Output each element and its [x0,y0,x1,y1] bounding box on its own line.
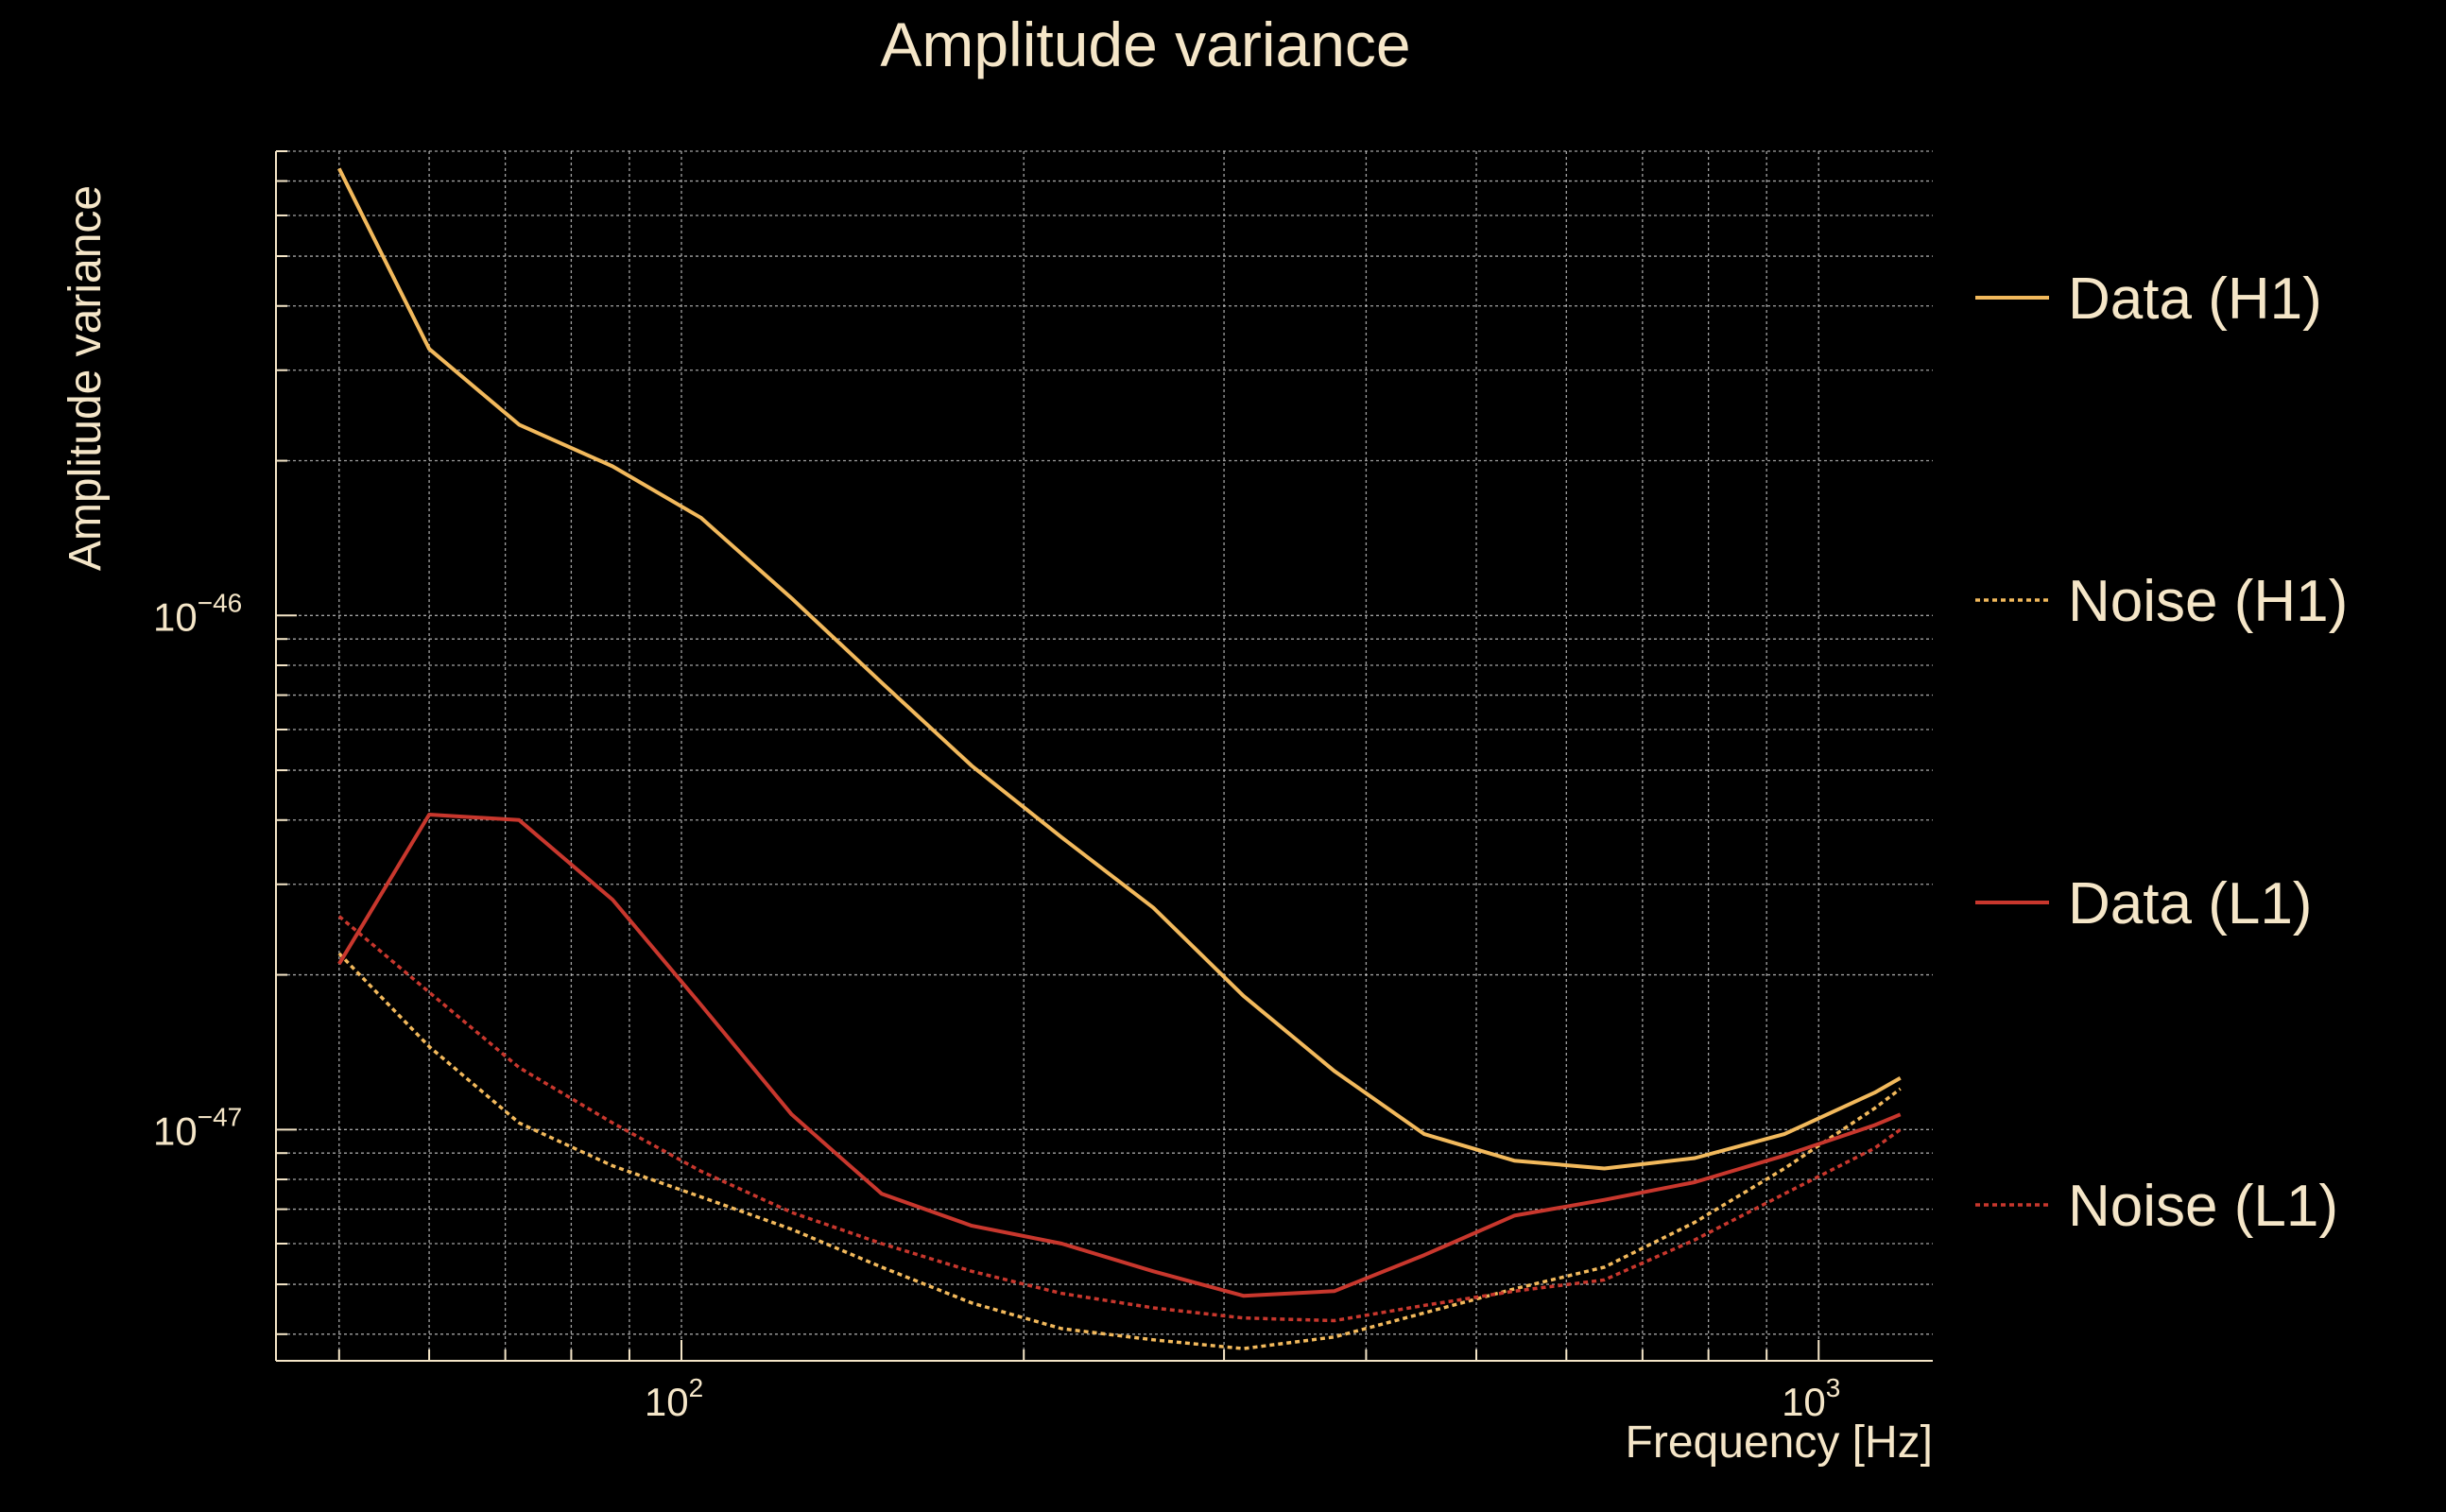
series-line-data-h1 [337,167,1902,1171]
chart-title: Amplitude variance [880,9,1410,79]
legend-label: Data (H1) [2068,266,2322,332]
series-line-noise-h1 [337,952,1902,1350]
legend-label: Noise (L1) [2068,1174,2338,1239]
series-lines [337,167,1902,1350]
axis-ticks [276,150,1820,1361]
y-tick-label: 10−46 [153,588,242,639]
grid-lines [276,150,1933,1361]
series-line-noise-l1 [337,915,1902,1323]
tick-labels: 102 103 10−46 10−47 [153,588,1840,1424]
legend-label: Noise (H1) [2068,569,2348,634]
y-tick-label: 10−47 [153,1102,242,1153]
legend-label: Data (L1) [2068,871,2312,936]
x-tick-label: 102 [645,1373,703,1424]
x-tick-label: 103 [1782,1373,1840,1424]
legend: Data (H1) Noise (H1) Data (L1) Noise (L1) [1975,266,2348,1239]
x-axis-label: Frequency [Hz] [1626,1418,1933,1468]
series-line-data-l1 [337,813,1902,1298]
y-axis-label: Amplitude variance [60,185,111,571]
